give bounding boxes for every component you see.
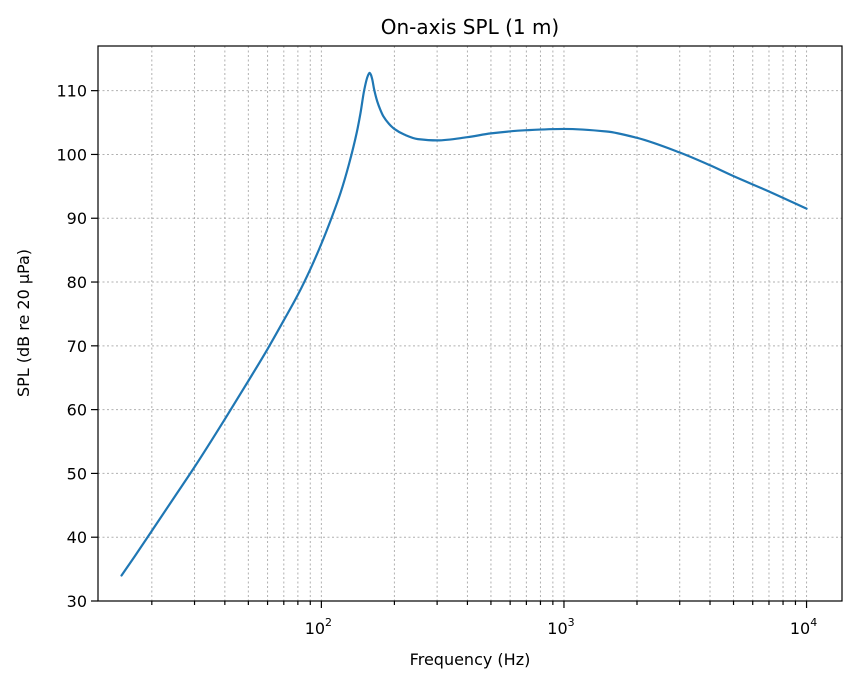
x-tick-label: 104 (790, 616, 817, 638)
chart-title: On-axis SPL (1 m) (381, 15, 560, 39)
y-tick-label: 50 (67, 464, 87, 483)
y-tick-label: 30 (67, 592, 87, 611)
y-tick-label: 70 (67, 337, 87, 356)
grid-lines (98, 46, 842, 602)
y-tick-label: 60 (67, 401, 87, 420)
x-axis-label: Frequency (Hz) (410, 650, 531, 669)
y-tick-label: 90 (67, 209, 87, 228)
ticks: 30 40 50 60 70 80 90 100 110 102 103 104 (56, 82, 817, 638)
y-tick-label: 100 (56, 145, 87, 164)
y-axis-label: SPL (dB re 20 µPa) (14, 249, 33, 397)
series-layer (120, 71, 808, 577)
plot-frame (97, 45, 843, 602)
x-tick-label: 103 (547, 616, 574, 638)
spl-series-line (120, 71, 808, 577)
y-tick-label: 80 (67, 273, 87, 292)
y-tick-label: 40 (67, 528, 87, 547)
y-tick-label: 110 (56, 82, 87, 101)
x-tick-label: 102 (305, 616, 332, 638)
